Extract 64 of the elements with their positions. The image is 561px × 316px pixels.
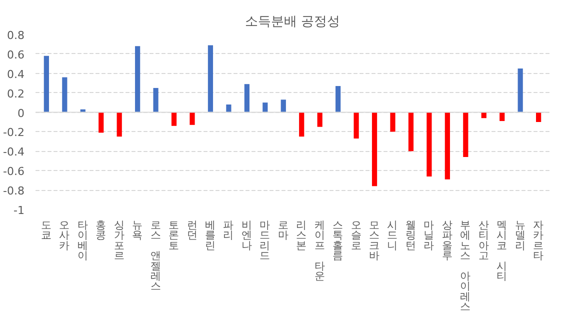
y-tick-label: 0.4 <box>7 68 25 81</box>
y-tick-label: 0 <box>18 106 24 120</box>
bar <box>426 112 432 176</box>
y-tick-label: 0.8 <box>7 29 25 42</box>
x-tick-label: 마드리드 <box>260 220 271 262</box>
x-tick-label: 파리 <box>223 220 234 242</box>
bar <box>280 100 286 112</box>
chart-title: 소득분배 공정성 <box>244 14 340 30</box>
x-tick-label: 마닐라 <box>424 220 435 252</box>
bar <box>317 112 322 127</box>
bar <box>336 86 341 112</box>
x-tick-label: 오슬로 <box>350 220 362 252</box>
bar <box>354 112 359 139</box>
x-tick-label: 상파울루 <box>442 220 453 262</box>
x-tick-label: 부에노스 아이레스 <box>460 220 472 314</box>
x-tick-label: 타이베이 <box>77 220 88 262</box>
bar <box>372 112 378 186</box>
bar <box>44 56 49 112</box>
y-tick-label: -0.6 <box>3 165 25 178</box>
x-tick-label: 멕시코 시티 <box>496 220 508 282</box>
x-tick-label: 모스크바 <box>369 220 380 262</box>
bar <box>262 102 268 112</box>
bar <box>536 112 542 122</box>
bar <box>208 45 214 112</box>
y-tick-label: -0.8 <box>3 184 25 198</box>
x-tick-label: 비엔나 <box>241 220 252 252</box>
x-tick-label: 로마 <box>278 220 289 242</box>
bar <box>171 112 177 126</box>
x-tick-label: 스톡홀름 <box>332 220 344 262</box>
x-tick-label: 시드니 <box>387 220 398 252</box>
x-tick-label: 뉴델리 <box>514 220 526 252</box>
y-tick-label: -1 <box>14 204 24 217</box>
x-tick-label: 베를린 <box>204 220 216 252</box>
bar <box>226 104 232 112</box>
x-tick-label: 토론토 <box>168 220 180 252</box>
y-tick-label: 0.2 <box>7 87 25 100</box>
x-tick-label: 케이프 타운 <box>314 220 326 282</box>
bar <box>135 46 140 112</box>
bar <box>463 112 468 157</box>
x-tick-label: 웰링턴 <box>405 220 416 252</box>
x-tick-label: 홍콩 <box>96 220 107 242</box>
x-tick-label: 리스본 <box>296 220 308 252</box>
x-tick-label: 도쿄 <box>40 220 52 242</box>
x-tick-label: 싱가포르 <box>114 220 125 262</box>
bar <box>116 112 122 137</box>
bar <box>444 112 450 180</box>
y-tick-label: -0.4 <box>3 146 25 159</box>
bar <box>190 112 195 125</box>
x-tick-label: 로스 앤젤레스 <box>150 220 162 293</box>
x-tick-label: 자카르타 <box>533 220 544 262</box>
x-tick-label: 산티아고 <box>478 220 490 262</box>
bar <box>153 88 158 112</box>
bar <box>408 112 414 152</box>
y-tick-label: 0.6 <box>7 48 25 62</box>
x-tick-label: 뉴욕 <box>132 220 144 242</box>
y-tick-label: -0.2 <box>3 126 25 140</box>
bar <box>518 68 523 112</box>
bar <box>62 77 68 112</box>
x-tick-label: 런던 <box>186 220 198 242</box>
bar <box>98 112 104 133</box>
x-tick-label: 오사카 <box>59 220 70 252</box>
bar <box>390 112 396 132</box>
bar <box>244 84 250 112</box>
bar <box>299 112 304 137</box>
